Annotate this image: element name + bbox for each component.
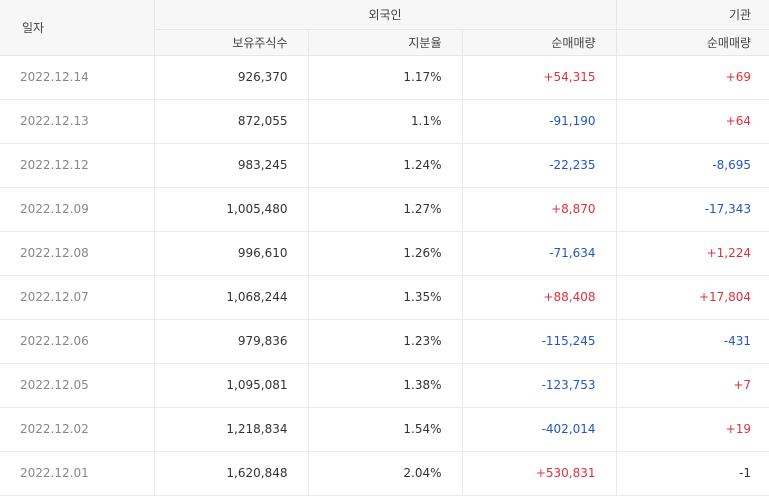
ratio-cell: 1.24% [308, 143, 463, 188]
ratio-cell: 1.23% [308, 319, 463, 364]
foreign-net-cell: -115,245 [462, 319, 617, 364]
date-cell: 2022.12.08 [0, 231, 155, 276]
shares-cell: 926,370 [154, 55, 309, 100]
table-row: 2022.12.05 1,095,081 1.38% -123,753 +7 [0, 363, 769, 408]
foreign-net-cell: -91,190 [462, 99, 617, 144]
foreign-net-cell: +88,408 [462, 275, 617, 320]
ratio-column-header[interactable]: 지분율 [308, 29, 463, 56]
header-row-group: 일자 외국인 기관 [0, 0, 769, 56]
foreign-net-cell: -402,014 [462, 407, 617, 452]
ratio-cell: 2.04% [308, 451, 463, 496]
foreign-net-cell: -71,634 [462, 231, 617, 276]
date-cell: 2022.12.14 [0, 55, 155, 100]
ratio-cell: 1.35% [308, 275, 463, 320]
institution-net-cell: +69 [616, 55, 769, 100]
foreign-net-column-header[interactable]: 순매매량 [462, 29, 617, 56]
institution-net-cell: -8,695 [616, 143, 769, 188]
institution-net-cell: -1 [616, 451, 769, 496]
foreign-group-header: 외국인 [154, 0, 617, 30]
shares-cell: 996,610 [154, 231, 309, 276]
institution-net-cell: +7 [616, 363, 769, 408]
ratio-cell: 1.1% [308, 99, 463, 144]
date-cell: 2022.12.02 [0, 407, 155, 452]
shares-cell: 983,245 [154, 143, 309, 188]
ratio-cell: 1.27% [308, 187, 463, 232]
foreign-net-cell: +8,870 [462, 187, 617, 232]
table-row: 2022.12.07 1,068,244 1.35% +88,408 +17,804 [0, 275, 769, 320]
foreign-net-cell: -22,235 [462, 143, 617, 188]
date-cell: 2022.12.09 [0, 187, 155, 232]
institution-net-cell: -17,343 [616, 187, 769, 232]
header-row-columns: 보유주식수 지분율 순매매량 순매매량 [0, 29, 769, 56]
institution-group-header: 기관 [616, 0, 769, 30]
date-cell: 2022.12.06 [0, 319, 155, 364]
table-row: 2022.12.02 1,218,834 1.54% -402,014 +19 [0, 407, 769, 452]
ratio-cell: 1.54% [308, 407, 463, 452]
shares-cell: 1,095,081 [154, 363, 309, 408]
date-cell: 2022.12.12 [0, 143, 155, 188]
table-row: 2022.12.09 1,005,480 1.27% +8,870 -17,343 [0, 187, 769, 232]
table-row: 2022.12.12 983,245 1.24% -22,235 -8,695 [0, 143, 769, 188]
institution-net-cell: -431 [616, 319, 769, 364]
shares-column-header[interactable]: 보유주식수 [154, 29, 309, 56]
institution-net-cell: +1,224 [616, 231, 769, 276]
institution-net-cell: +19 [616, 407, 769, 452]
date-cell: 2022.12.07 [0, 275, 155, 320]
shares-cell: 872,055 [154, 99, 309, 144]
shares-cell: 1,068,244 [154, 275, 309, 320]
institution-net-column-header[interactable]: 순매매량 [616, 29, 769, 56]
date-cell: 2022.12.01 [0, 451, 155, 496]
ratio-cell: 1.38% [308, 363, 463, 408]
foreign-net-cell: +54,315 [462, 55, 617, 100]
table-header: 일자 외국인 기관 보유주식수 지분율 순매매량 순매매량 [0, 0, 769, 56]
date-cell: 2022.12.13 [0, 99, 155, 144]
shares-cell: 979,836 [154, 319, 309, 364]
ratio-cell: 1.26% [308, 231, 463, 276]
shares-cell: 1,620,848 [154, 451, 309, 496]
institution-net-cell: +64 [616, 99, 769, 144]
ratio-cell: 1.17% [308, 55, 463, 100]
date-column-header[interactable]: 일자 [0, 0, 155, 56]
shares-cell: 1,005,480 [154, 187, 309, 232]
foreign-net-cell: -123,753 [462, 363, 617, 408]
shares-cell: 1,218,834 [154, 407, 309, 452]
table-row: 2022.12.06 979,836 1.23% -115,245 -431 [0, 319, 769, 364]
table-row: 2022.12.13 872,055 1.1% -91,190 +64 [0, 99, 769, 144]
foreign-net-cell: +530,831 [462, 451, 617, 496]
table-body: 2022.12.14 926,370 1.17% +54,315 +69 2022.12.… [0, 55, 769, 496]
institution-net-cell: +17,804 [616, 275, 769, 320]
table-row: 2022.12.01 1,620,848 2.04% +530,831 -1 [0, 451, 769, 496]
table-row: 2022.12.08 996,610 1.26% -71,634 +1,224 [0, 231, 769, 276]
table-row: 2022.12.14 926,370 1.17% +54,315 +69 [0, 55, 769, 100]
date-cell: 2022.12.05 [0, 363, 155, 408]
